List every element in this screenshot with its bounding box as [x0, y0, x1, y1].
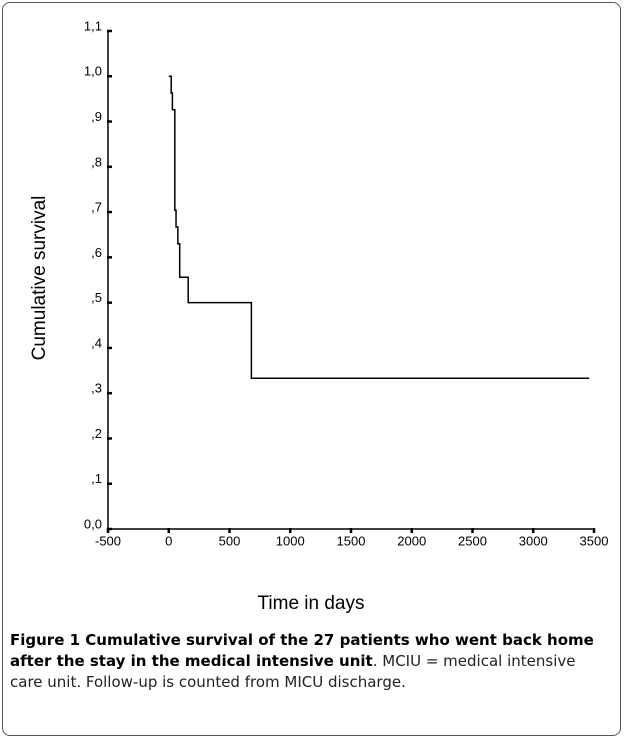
y-tick-label: 0,0	[84, 516, 102, 531]
y-tick-label: ,2	[91, 426, 102, 441]
chart: Time in days Cumulative survival 0,0 ,1 ,2…	[29, 18, 609, 614]
x-tick-label: 500	[219, 533, 241, 548]
caption-bold: Figure 1 Cumulative survival of the 27 p…	[10, 631, 594, 670]
x-tick-label: 3000	[519, 533, 548, 548]
x-tick-label: 2000	[397, 533, 426, 548]
x-tick-label: 1000	[276, 533, 305, 548]
x-axis-label: Time in days	[258, 593, 365, 614]
x-tick-label: 3500	[580, 533, 609, 548]
y-tick-label: ,6	[91, 245, 102, 260]
y-tick-label: ,3	[91, 381, 102, 396]
survival-line	[168, 75, 590, 379]
y-tick-label: 1,0	[84, 64, 102, 79]
x-tick-label: 2500	[458, 533, 487, 548]
y-tick-label: ,4	[91, 335, 102, 350]
y-tick-label: ,8	[91, 154, 102, 169]
y-axis-label: Cumulative survival	[29, 196, 50, 361]
y-tick-label: ,1	[91, 471, 102, 486]
x-tick-label: 0	[165, 533, 172, 548]
y-tick-label: ,7	[91, 200, 102, 215]
y-tick-label: 1,1	[84, 18, 102, 33]
caption: Figure 1 Cumulative survival of the 27 p…	[10, 630, 612, 693]
caption-text: . MCIU = medical intensive care unit. Fo…	[10, 652, 576, 691]
x-tick-label: 1500	[337, 533, 366, 548]
x-tick-label: -500	[95, 533, 121, 548]
y-tick-label: ,5	[91, 290, 102, 305]
y-tick-label: ,9	[91, 109, 102, 124]
